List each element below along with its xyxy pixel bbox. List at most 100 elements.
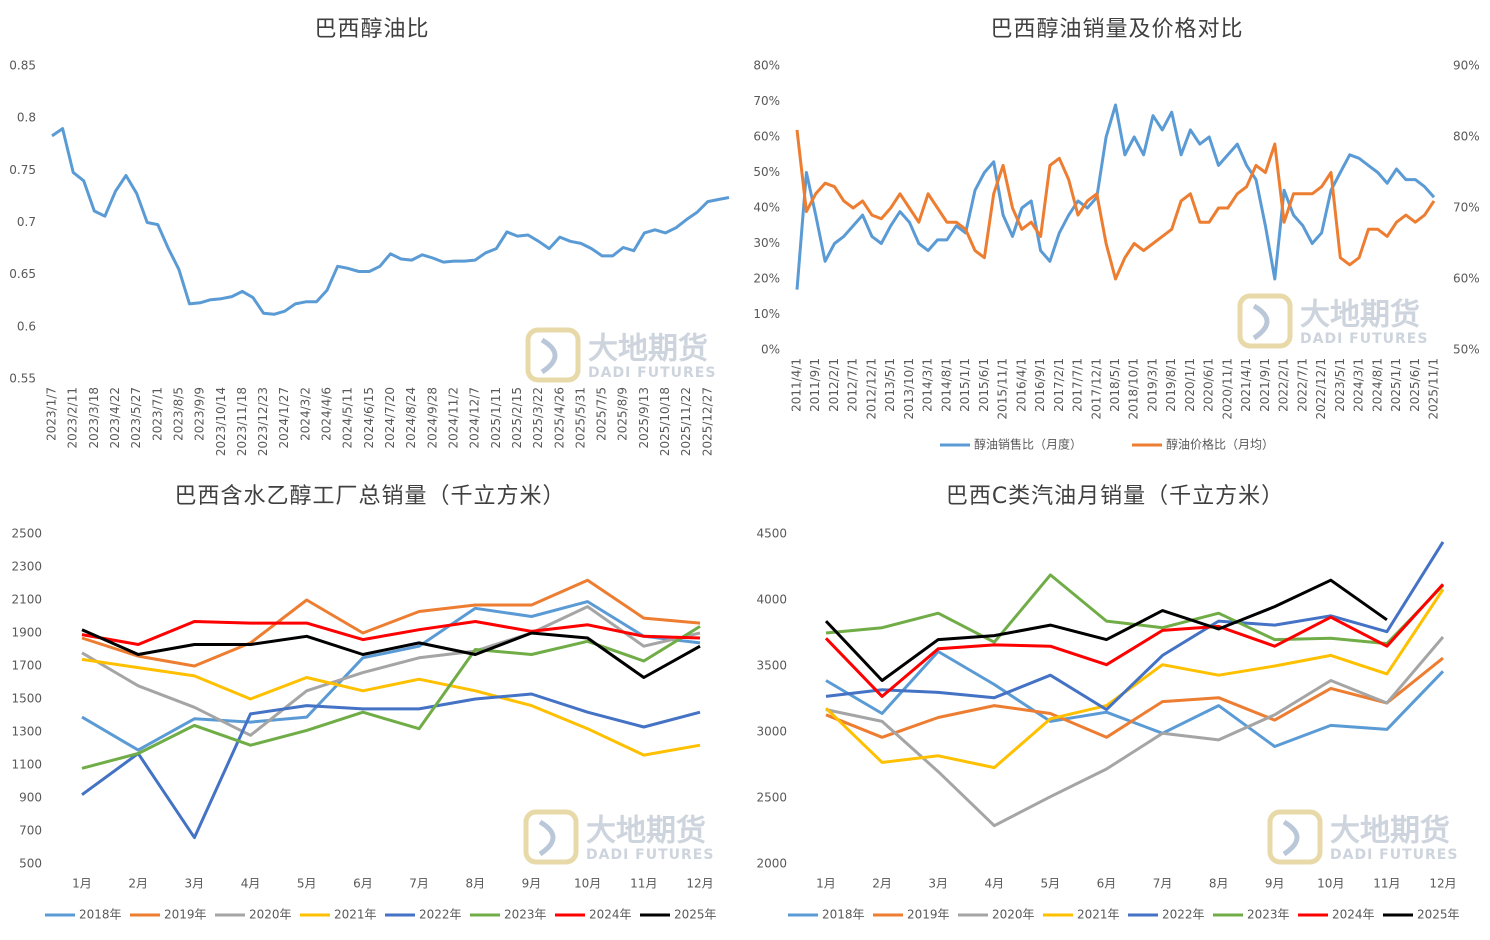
legend-label: 2025年 <box>674 908 717 922</box>
watermark: 大地期货 DADI FUTURES <box>525 327 716 383</box>
x-tick-label: 2月 <box>128 877 148 891</box>
y-tick-label: 1900 <box>11 626 42 640</box>
x-tick-label: 2012/12/1 <box>864 358 878 420</box>
y-tick-label: 2000 <box>756 857 787 871</box>
x-tick-label: 2020/1/1 <box>1183 358 1197 412</box>
x-tick-label: 2024/8/24 <box>404 387 418 449</box>
x-tick-label: 2025/11/22 <box>679 387 693 456</box>
x-tick-label: 2024/3/1 <box>1352 358 1366 412</box>
x-tick-label: 2022/7/1 <box>1295 358 1309 412</box>
y2-tick-label: 70% <box>1453 201 1480 215</box>
x-tick-label: 2017/7/1 <box>1071 358 1085 412</box>
x-tick-label: 2023/9/9 <box>193 387 207 441</box>
legend-label: 2024年 <box>1332 908 1375 922</box>
x-tick-label: 9月 <box>1265 877 1285 891</box>
x-tick-label: 2020/11/1 <box>1220 358 1234 420</box>
series-line <box>825 636 1445 828</box>
x-tick-label: 2023/2/11 <box>66 387 80 449</box>
series-line <box>824 583 1445 698</box>
x-tick-label: 10月 <box>1317 877 1344 891</box>
series-line <box>825 650 1445 748</box>
series-line <box>81 657 701 757</box>
x-tick-label: 10月 <box>574 877 601 891</box>
series-line <box>825 573 1445 646</box>
x-tick-label: 2023/5/1 <box>1333 358 1347 412</box>
y-tick-label: 1100 <box>11 758 42 772</box>
series-line <box>81 578 701 668</box>
x-tick-label: 2015/11/1 <box>996 358 1010 420</box>
x-tick-label: 2021/4/1 <box>1239 358 1253 412</box>
watermark: 大地期货 DADI FUTURES <box>523 809 714 865</box>
x-tick-label: 2014/8/1 <box>939 358 953 412</box>
y-tick-label: 40% <box>753 201 780 215</box>
y-tick-label: 2100 <box>11 593 42 607</box>
y-tick-label: 4000 <box>756 593 787 607</box>
x-tick-label: 2023/11/18 <box>235 387 249 456</box>
x-tick-label: 2025/12/27 <box>700 387 714 456</box>
watermark-logo <box>525 327 581 383</box>
watermark-sub: DADI FUTURES <box>1300 331 1428 347</box>
x-tick-label: 2013/5/1 <box>883 358 897 412</box>
series-line <box>795 129 1436 281</box>
series-line <box>824 588 1445 770</box>
legend-label: 醇油销售比（月度） <box>974 437 1082 452</box>
watermark-logo <box>1282 819 1300 857</box>
x-tick-label: 2024/4/6 <box>320 387 334 441</box>
x-tick-label: 2025/10/18 <box>658 387 672 456</box>
x-tick-label: 2021/9/1 <box>1258 358 1272 412</box>
x-tick-label: 4月 <box>241 877 261 891</box>
watermark-logo <box>1252 303 1270 341</box>
y2-tick-label: 90% <box>1453 59 1480 73</box>
x-tick-label: 2015/1/1 <box>958 358 972 412</box>
x-tick-label: 2013/10/1 <box>902 358 916 420</box>
x-tick-label: 2019/8/1 <box>1164 358 1178 412</box>
watermark-sub: DADI FUTURES <box>588 365 716 381</box>
legend-label: 2022年 <box>1162 908 1205 922</box>
x-tick-label: 6月 <box>353 877 373 891</box>
y2-tick-label: 50% <box>1453 343 1480 357</box>
x-tick-label: 8月 <box>465 877 485 891</box>
x-tick-label: 2012/2/1 <box>827 358 841 412</box>
watermark-sub: DADI FUTURES <box>586 847 714 863</box>
x-tick-label: 2014/3/1 <box>921 358 935 412</box>
x-tick-label: 2016/9/1 <box>1033 358 1047 412</box>
x-tick-label: 2022/12/1 <box>1314 358 1328 420</box>
legend-label: 2020年 <box>992 908 1035 922</box>
x-tick-label: 8月 <box>1209 877 1229 891</box>
x-tick-label: 1月 <box>816 877 836 891</box>
series-line <box>795 103 1436 290</box>
watermark-logo <box>1237 293 1293 349</box>
x-tick-label: 9月 <box>522 877 542 891</box>
x-tick-label: 2023/4/22 <box>108 387 122 449</box>
x-tick-label: 2025/2/15 <box>510 387 524 449</box>
y2-tick-label: 60% <box>1453 272 1480 286</box>
x-tick-label: 2020/6/1 <box>1202 358 1216 412</box>
y-tick-label: 70% <box>753 94 780 108</box>
y-tick-label: 0.75 <box>9 163 36 177</box>
y-tick-label: 80% <box>753 59 780 73</box>
y-tick-label: 0.55 <box>9 372 36 386</box>
watermark: 大地期货 DADI FUTURES <box>1237 293 1428 349</box>
legend-label: 2021年 <box>1077 908 1120 922</box>
x-tick-label: 2025/8/9 <box>616 387 630 441</box>
x-tick-label: 2025/6/1 <box>1408 358 1422 412</box>
y-tick-label: 1500 <box>11 692 42 706</box>
x-tick-label: 11月 <box>1373 877 1400 891</box>
x-tick-label: 2月 <box>872 877 892 891</box>
watermark-name: 大地期货 <box>1330 814 1450 849</box>
x-tick-label: 2024/6/15 <box>362 387 376 449</box>
y-tick-label: 0.65 <box>9 267 36 281</box>
y-tick-label: 2500 <box>11 527 42 541</box>
x-tick-label: 3月 <box>185 877 205 891</box>
chart-title: 巴西醇油销量及价格对比 <box>990 17 1243 42</box>
legend-label: 2023年 <box>504 908 547 922</box>
x-tick-label: 11月 <box>630 877 657 891</box>
legend-label: 2019年 <box>907 908 950 922</box>
x-tick-label: 2025/5/31 <box>573 387 587 449</box>
series-line <box>81 600 701 752</box>
y-tick-label: 0% <box>761 343 780 357</box>
legend-label: 2021年 <box>334 908 377 922</box>
x-tick-label: 6月 <box>1097 877 1117 891</box>
legend-label: 2019年 <box>164 908 207 922</box>
